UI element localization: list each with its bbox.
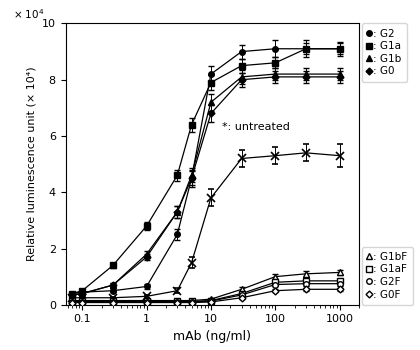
Legend: : G1bF, : G1aF, : G2F, : G0F: : G1bF, : G1aF, : G2F, : G0F [362,246,413,305]
Text: $\times$ 10$^4$: $\times$ 10$^4$ [13,7,44,21]
Y-axis label: Relative luminescence unit (× 10⁴): Relative luminescence unit (× 10⁴) [26,67,36,261]
Text: *: untreated: *: untreated [222,122,290,132]
X-axis label: mAb (ng/ml): mAb (ng/ml) [173,330,251,343]
